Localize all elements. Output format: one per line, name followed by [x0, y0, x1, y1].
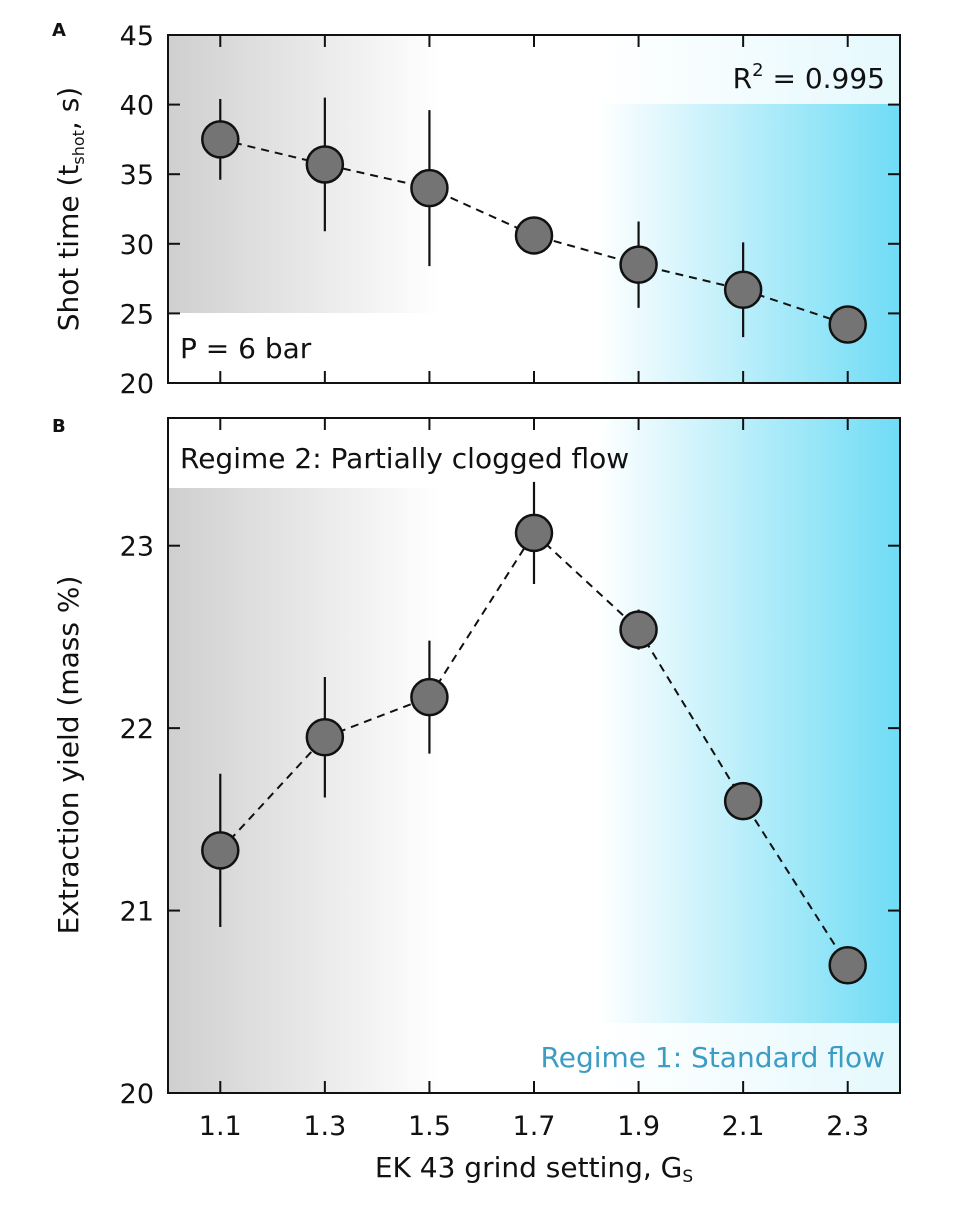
data-point: [514, 513, 554, 553]
y-tick-label: 45: [120, 21, 154, 52]
x-tick-label: 2.1: [722, 1111, 765, 1142]
data-point: [619, 610, 658, 649]
panel-letter-a: A: [52, 20, 66, 41]
y-axis-label-a: Shot time (tshot, s): [52, 87, 88, 331]
regime-1-label: Regime 1: Standard flow: [541, 1041, 885, 1074]
panel-b: B 1.1 1.3 1.5 1.7 1.9 2.1 2.3 20 21 22 23 Regime 2…: [52, 416, 901, 1187]
y-axis-label-b: Extraction yield (mass %): [52, 576, 85, 935]
panel-a-frame: [167, 34, 901, 384]
data-point: [828, 305, 867, 344]
pressure-annotation: P = 6 bar: [180, 332, 312, 365]
y-tick-label: 20: [120, 369, 154, 400]
data-point: [514, 216, 554, 255]
x-tick-label: 1.1: [199, 1111, 242, 1142]
x-tick-label: 1.5: [408, 1111, 451, 1142]
y-tick-label: 20: [120, 1079, 154, 1110]
panel-b-blue-band: [598, 418, 900, 1023]
y-tick-label: 22: [120, 714, 154, 745]
y-tick-label: 25: [120, 299, 154, 330]
data-point: [723, 270, 763, 309]
x-tick-label: 1.3: [303, 1111, 346, 1142]
panel-a-blue-band-top: [598, 35, 900, 104]
panel-a: A 20 25 30 35 40 45 R2 = 0.995 P = 6 bar Shot…: [52, 20, 901, 400]
y-tick-label: 35: [120, 160, 154, 191]
panel-b-gray-band: [168, 488, 440, 1093]
data-point: [619, 245, 658, 284]
regime-2-label: Regime 2: Partially clogged flow: [180, 442, 629, 475]
panel-b-points: [201, 513, 867, 985]
data-point: [201, 120, 240, 159]
panel-b-blue-band-bottom: [598, 1023, 900, 1093]
x-tick-label: 1.9: [617, 1111, 660, 1142]
data-point: [828, 946, 867, 985]
x-axis-label: EK 43 grind setting, GS: [375, 1151, 693, 1187]
panel-letter-b: B: [52, 416, 66, 437]
data-point: [305, 145, 345, 184]
data-point: [723, 781, 763, 821]
r-squared-annotation: R2 = 0.995: [733, 60, 885, 95]
y-tick-label: 30: [120, 230, 154, 261]
panel-a-tick-labels: 20 25 30 35 40 45: [120, 21, 154, 400]
panel-b-frame: [167, 417, 901, 1094]
data-point: [201, 831, 240, 870]
x-tick-label: 1.7: [513, 1111, 556, 1142]
data-point: [410, 677, 449, 717]
panel-b-tick-labels: 1.1 1.3 1.5 1.7 1.9 2.1 2.3 20 21 22 23: [120, 532, 870, 1142]
y-tick-label: 23: [120, 532, 154, 563]
data-point: [305, 718, 345, 757]
data-point: [410, 168, 449, 208]
panel-a-gray-band: [168, 35, 440, 313]
y-tick-label: 21: [120, 897, 154, 928]
panel-a-points: [201, 120, 867, 344]
x-tick-label: 2.3: [826, 1111, 869, 1142]
y-tick-label: 40: [120, 91, 154, 122]
